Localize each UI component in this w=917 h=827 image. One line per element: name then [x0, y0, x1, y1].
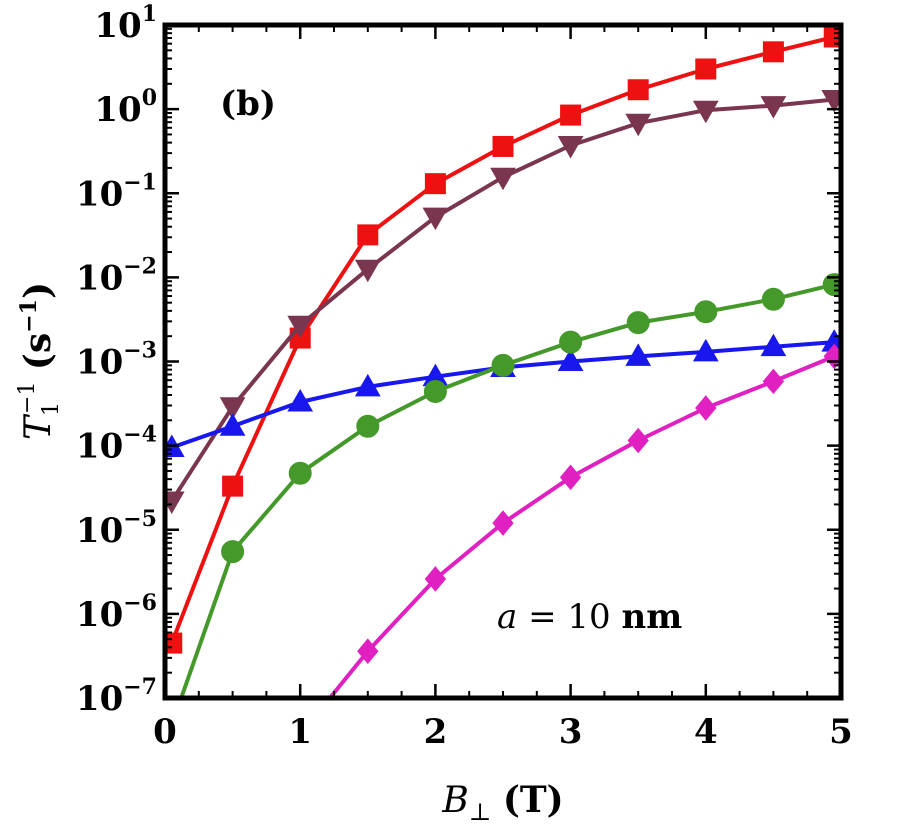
data-point	[422, 207, 449, 231]
data-point	[557, 348, 584, 371]
annotation-value: = 10	[517, 597, 621, 637]
data-point	[695, 58, 717, 80]
data-point	[625, 113, 652, 137]
y-axis-unit: (s	[17, 333, 59, 370]
data-point	[424, 566, 447, 592]
data-point	[557, 135, 584, 159]
data-point	[627, 427, 649, 454]
data-point	[560, 104, 582, 126]
x-axis-symbol: B	[441, 780, 468, 821]
data-point	[559, 330, 583, 354]
x-axis-unit: (T)	[503, 779, 564, 821]
data-point	[357, 224, 379, 246]
x-tick-label: 0	[153, 712, 177, 752]
y-tick-label: 10−3	[76, 338, 157, 383]
data-point	[490, 167, 516, 191]
data-point	[219, 413, 246, 436]
series-3	[179, 273, 841, 698]
series-4	[328, 343, 841, 698]
annotation: a = 10 nm	[497, 597, 682, 637]
y-axis-unit-exponent: −1	[16, 299, 42, 333]
annotation-var: a	[497, 597, 517, 637]
x-tick-label: 4	[694, 712, 718, 752]
data-point	[760, 96, 787, 119]
x-tick-label: 2	[424, 712, 448, 752]
data-point	[692, 338, 719, 362]
labels-layer: 0 1 2 3 4 5 10−7 10−6 10−5 10−4 10−3 10−2 10−1 100 101	[76, 1, 853, 752]
y-axis-symbol: T	[18, 413, 59, 440]
y-tick-label: 101	[94, 1, 157, 46]
x-axis-title: B⊥ (T)	[441, 779, 563, 826]
y-tick-label: 10−1	[76, 169, 157, 214]
y-tick-label: 100	[94, 85, 157, 130]
data-point	[695, 395, 717, 421]
data-point	[354, 373, 381, 397]
data-point	[762, 368, 785, 395]
data-point	[354, 259, 381, 283]
data-point	[492, 510, 514, 536]
data-point	[287, 315, 314, 339]
y-axis-subscript: 1	[39, 402, 64, 416]
data-point	[692, 100, 719, 124]
series-layer	[165, 26, 841, 698]
data-point	[424, 173, 446, 195]
data-point	[762, 41, 784, 63]
y-axis-unit-close: )	[17, 282, 59, 299]
data-point	[625, 343, 652, 366]
series-0	[165, 26, 841, 654]
series-1	[165, 90, 841, 514]
data-point	[492, 135, 514, 157]
data-point	[222, 475, 244, 497]
data-point	[626, 311, 650, 335]
plot-frame	[162, 22, 844, 701]
data-point	[627, 79, 649, 101]
data-point	[219, 397, 246, 420]
data-point	[287, 388, 314, 412]
data-point	[356, 414, 380, 438]
y-axis-superscript: −1	[15, 382, 40, 414]
y-tick-label: 10−5	[76, 506, 157, 551]
data-point	[559, 464, 582, 491]
x-axis-subscript: ⊥	[469, 798, 492, 826]
data-point	[423, 379, 447, 403]
data-point	[760, 333, 787, 357]
data-point	[288, 461, 312, 485]
data-point	[221, 540, 245, 564]
data-point	[694, 300, 718, 324]
x-tick-label: 3	[559, 712, 583, 752]
x-tick-label: 5	[829, 712, 853, 752]
data-point	[491, 353, 515, 377]
annotation-unit: nm	[621, 597, 682, 637]
y-tick-label: 10−7	[76, 674, 157, 719]
data-point	[761, 287, 785, 311]
y-tick-label: 10−2	[76, 253, 157, 298]
y-axis-title: T1−1 (s−1)	[15, 282, 64, 440]
x-tick-label: 1	[288, 712, 312, 752]
series-line	[170, 97, 835, 502]
panel-label: (b)	[220, 84, 276, 124]
y-tick-label: 10−6	[76, 590, 157, 635]
series-line	[169, 35, 835, 644]
data-point	[357, 638, 379, 664]
y-tick-label: 10−4	[76, 422, 157, 467]
